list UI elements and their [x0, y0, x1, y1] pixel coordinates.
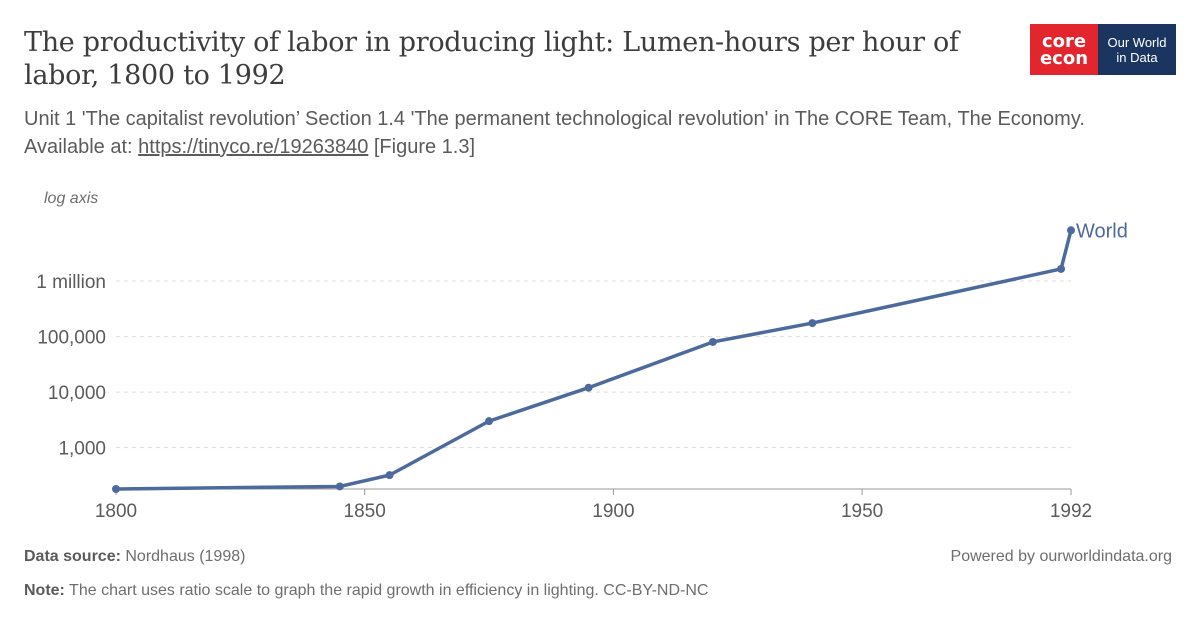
data-source: Data source: Nordhaus (1998) [24, 548, 1172, 566]
series-label: World [1076, 220, 1128, 242]
core-logo-line1: core [1041, 30, 1087, 52]
x-tick-label: 1800 [95, 501, 137, 522]
source-value: Nordhaus (1998) [120, 548, 246, 565]
chart-note: Note: The chart uses ratio scale to grap… [24, 582, 1172, 600]
chart-title: The productivity of labor in producing l… [24, 27, 959, 91]
y-tick-label: 10,000 [48, 383, 106, 404]
x-tick-label: 1950 [841, 501, 883, 522]
data-point[interactable] [808, 319, 817, 328]
data-point[interactable] [1067, 226, 1075, 235]
subtitle-text: Unit 1 'The capitalist revolution’ Secti… [24, 108, 1085, 158]
data-point[interactable] [385, 471, 394, 480]
y-tick-label: 1,000 [58, 439, 106, 460]
x-tick-label: 1900 [592, 501, 634, 522]
chart-subtitle: Unit 1 'The capitalist revolution’ Secti… [24, 105, 1164, 161]
powered-by-link[interactable]: Powered by ourworldindata.org [950, 548, 1172, 565]
data-point[interactable] [708, 337, 717, 346]
x-tick-label: 1992 [1050, 501, 1092, 522]
data-point[interactable] [112, 485, 120, 493]
y-tick-label: 1 million [36, 272, 106, 293]
core-econ-logo[interactable]: core econ [1030, 24, 1098, 75]
data-point[interactable] [335, 482, 344, 491]
subtitle-link[interactable]: https://tinyco.re/19263840 [138, 136, 369, 158]
core-logo-line2: econ [1039, 47, 1089, 69]
y-tick-label: 100,000 [37, 328, 106, 349]
x-tick-label: 1850 [344, 501, 386, 522]
owid-logo-line2: in Data [1116, 49, 1158, 65]
data-point[interactable] [485, 417, 494, 426]
subtitle-suffix: [Figure 1.3] [368, 136, 476, 158]
data-point[interactable] [584, 383, 593, 392]
series-line-world[interactable] [115, 229, 1073, 491]
note-value: The chart uses ratio scale to graph the … [64, 582, 709, 599]
note-label: Note: [24, 582, 65, 599]
logos: core econ Our World in Data [1030, 24, 1176, 75]
data-point[interactable] [1057, 264, 1066, 273]
line-chart: log axis 1,000 10,000 100,000 1 million 180… [36, 190, 1128, 522]
owid-logo-line1: Our World [1107, 34, 1167, 50]
owid-logo[interactable]: Our World in Data [1098, 24, 1176, 75]
source-label: Data source: [24, 548, 121, 565]
axis-note: log axis [44, 190, 98, 207]
